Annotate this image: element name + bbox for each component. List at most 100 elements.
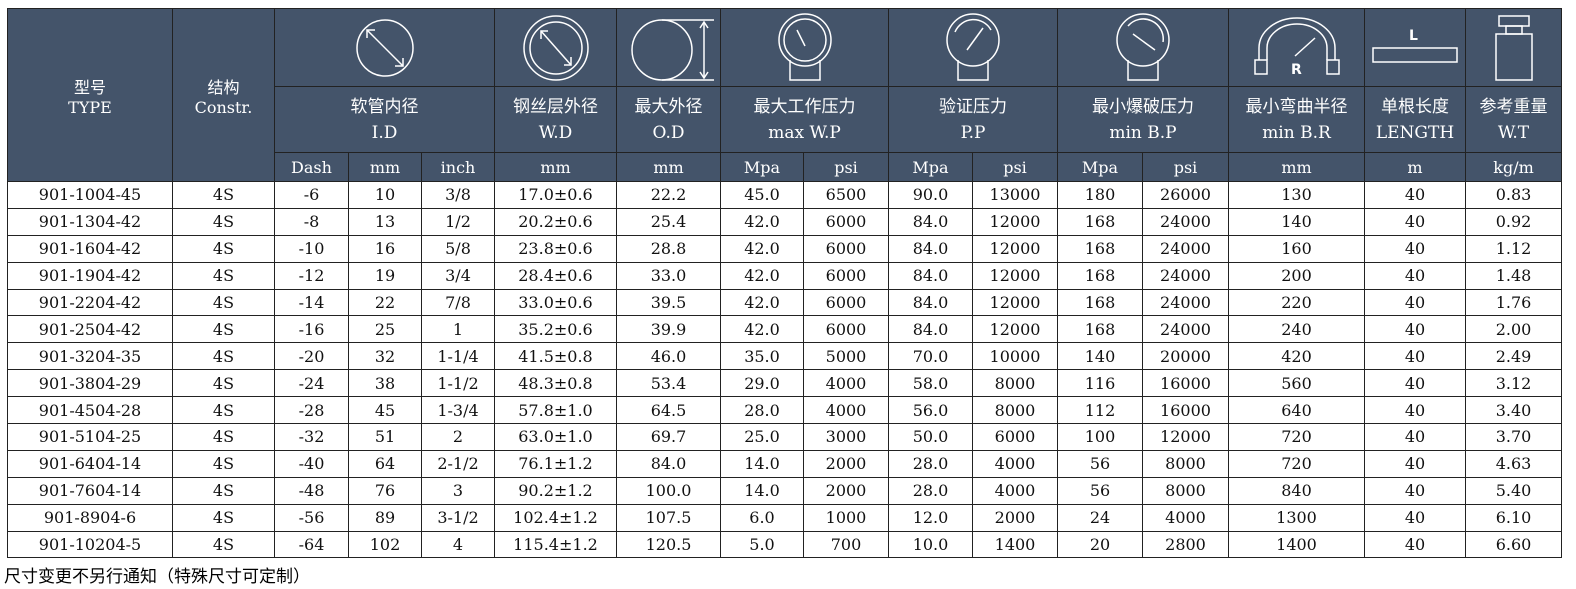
table-cell: 1-1/4	[421, 342, 495, 371]
table-cell: 46.0	[616, 342, 721, 371]
table-cell: 2-1/2	[421, 449, 495, 478]
table-cell: 0.92	[1465, 207, 1562, 236]
table-cell: 168	[1057, 288, 1143, 317]
table-cell: 115.4±1.2	[494, 530, 617, 559]
table-cell: -28	[274, 396, 349, 425]
table-cell: 4S	[172, 369, 275, 398]
table-cell: 40	[1364, 530, 1466, 559]
table-cell: 5000	[803, 342, 889, 371]
table-cell: 28.0	[888, 476, 973, 505]
table-cell: 6000	[803, 315, 889, 344]
table-row: 901-1604-42 4S -10 16 5/8 23.8±0.6 28.8 42.0 600…	[7, 234, 1562, 263]
table-row: 901-3804-29 4S -24 38 1-1/2 48.3±0.8 53.4 29.0 4…	[7, 369, 1562, 398]
outer-diameter-icon	[616, 8, 721, 87]
table-cell: 901-10204-5	[7, 530, 173, 559]
diameter-circle-icon	[274, 8, 495, 87]
table-cell: -24	[274, 369, 349, 398]
table-cell: 4	[421, 530, 495, 559]
table-cell: 116	[1057, 369, 1143, 398]
table-cell: 1.76	[1465, 288, 1562, 317]
table-cell: 25.0	[720, 423, 804, 451]
table-cell: 16000	[1142, 396, 1229, 425]
table-cell: 901-1904-42	[7, 261, 173, 290]
table-cell: 33.0	[616, 261, 721, 290]
table-cell: 56	[1057, 476, 1143, 505]
table-cell: 901-8904-6	[7, 503, 173, 532]
table-cell: 130	[1228, 181, 1365, 209]
table-cell: -20	[274, 342, 349, 371]
unit-header: psi	[972, 152, 1058, 182]
table-cell: 700	[803, 530, 889, 559]
table-cell: 90.2±1.2	[494, 476, 617, 505]
table-cell: 14.0	[720, 449, 804, 478]
table-cell: 901-5104-25	[7, 423, 173, 451]
table-cell: 4S	[172, 288, 275, 317]
weight-header: 参考重量 W.T	[1465, 86, 1562, 153]
table-cell: 4000	[803, 396, 889, 425]
table-cell: 4000	[972, 449, 1058, 478]
table-cell: -48	[274, 476, 349, 505]
table-cell: 28.0	[888, 449, 973, 478]
table-cell: 901-4504-28	[7, 396, 173, 425]
table-cell: 200	[1228, 261, 1365, 290]
table-cell: 12000	[972, 207, 1058, 236]
table-cell: 1/2	[421, 207, 495, 236]
table-cell: 19	[348, 261, 422, 290]
unit-header: kg/m	[1465, 152, 1562, 182]
table-cell: 2	[421, 423, 495, 451]
table-cell: 140	[1057, 342, 1143, 371]
table-cell: 2.00	[1465, 315, 1562, 344]
table-cell: 42.0	[720, 234, 804, 263]
table-cell: 901-2204-42	[7, 288, 173, 317]
table-cell: 24000	[1142, 207, 1229, 236]
table-cell: 10000	[972, 342, 1058, 371]
table-cell: -6	[274, 181, 349, 209]
footnote: 尺寸变更不另行通知（特殊尺寸可定制）	[4, 567, 310, 587]
table-cell: 6000	[803, 207, 889, 236]
table-cell: -32	[274, 423, 349, 451]
table-cell: 901-3804-29	[7, 369, 173, 398]
table-cell: 76.1±1.2	[494, 449, 617, 478]
table-cell: 84.0	[888, 288, 973, 317]
table-cell: 12.0	[888, 503, 973, 532]
table-cell: 28.4±0.6	[494, 261, 617, 290]
table-cell: 1-3/4	[421, 396, 495, 425]
table-cell: 12000	[1142, 423, 1229, 451]
table-cell: 2000	[972, 503, 1058, 532]
table-cell: 4S	[172, 423, 275, 451]
unit-header: Dash	[274, 152, 349, 182]
table-cell: 41.5±0.8	[494, 342, 617, 371]
table-cell: 40	[1364, 261, 1466, 290]
table-cell: 84.0	[888, 234, 973, 263]
table-cell: 45.0	[720, 181, 804, 209]
table-cell: 6000	[972, 423, 1058, 451]
unit-header: mm	[616, 152, 721, 182]
table-cell: 20	[1057, 530, 1143, 559]
table-cell: 13	[348, 207, 422, 236]
table-cell: 12000	[972, 288, 1058, 317]
table-cell: 5/8	[421, 234, 495, 263]
table-cell: 4S	[172, 342, 275, 371]
length-bar-icon: L	[1364, 8, 1466, 87]
table-cell: 84.0	[616, 449, 721, 478]
table-cell: 40	[1364, 476, 1466, 505]
table-cell: 4S	[172, 396, 275, 425]
table-cell: 40	[1364, 288, 1466, 317]
table-cell: 40	[1364, 315, 1466, 344]
table-cell: 420	[1228, 342, 1365, 371]
table-cell: 40	[1364, 503, 1466, 532]
table-cell: 901-6404-14	[7, 449, 173, 478]
table-cell: 38	[348, 369, 422, 398]
unit-header: psi	[1142, 152, 1229, 182]
table-cell: 40	[1364, 181, 1466, 209]
table-cell: 160	[1228, 234, 1365, 263]
table-cell: 4000	[1142, 503, 1229, 532]
table-cell: 5.40	[1465, 476, 1562, 505]
table-cell: 3.70	[1465, 423, 1562, 451]
table-cell: 6.0	[720, 503, 804, 532]
table-cell: 51	[348, 423, 422, 451]
table-cell: 33.0±0.6	[494, 288, 617, 317]
od-header: 最大外径 O.D	[616, 86, 721, 153]
table-cell: 12000	[972, 261, 1058, 290]
table-cell: 25	[348, 315, 422, 344]
